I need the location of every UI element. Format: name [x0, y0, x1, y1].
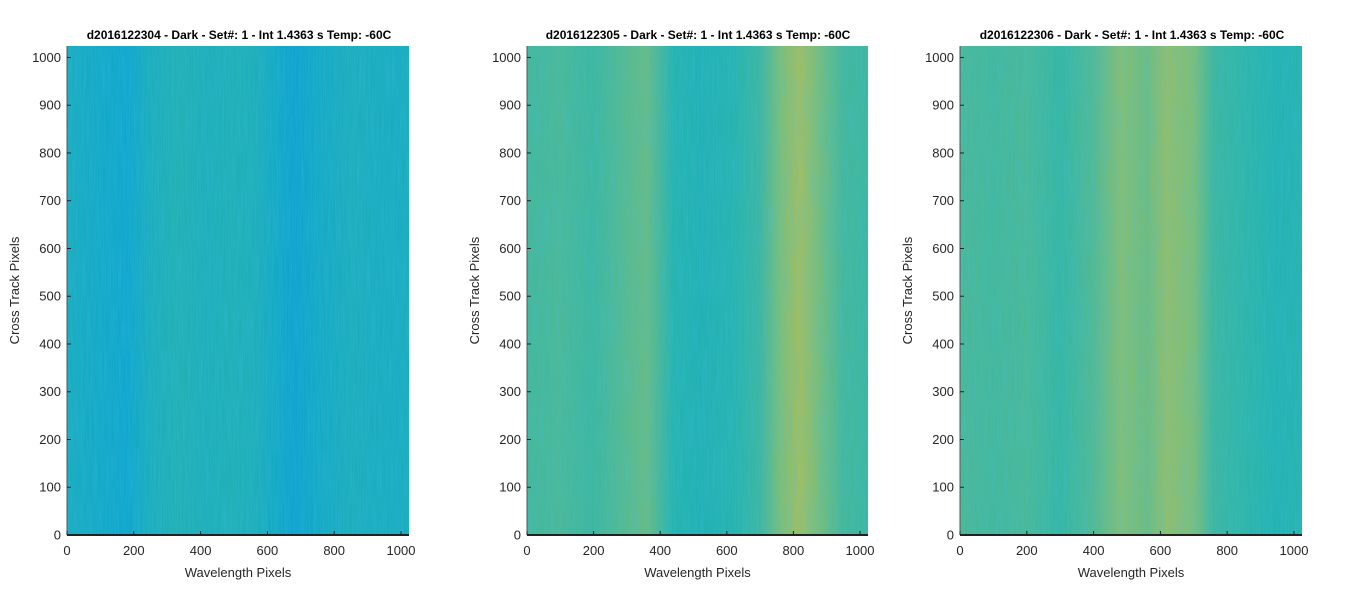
- y-tick-label: 300: [932, 384, 954, 399]
- x-tick-label: 600: [716, 543, 738, 558]
- x-tick-label: 1000: [387, 543, 416, 558]
- y-tick-label: 900: [932, 98, 954, 113]
- y-tick-label: 0: [947, 528, 954, 543]
- heatmap-texture: [527, 46, 868, 535]
- y-tick-label: 200: [499, 432, 521, 447]
- y-tick-label: 100: [39, 480, 61, 495]
- x-tick-label: 400: [649, 543, 671, 558]
- y-tick-label: 100: [499, 480, 521, 495]
- x-axis-label: Wavelength Pixels: [1078, 565, 1185, 580]
- chart-title: d2016122304 - Dark - Set#: 1 - Int 1.436…: [87, 28, 392, 42]
- heatmap-texture: [960, 46, 1302, 535]
- x-tick-label: 200: [123, 543, 145, 558]
- x-tick-label: 0: [956, 543, 963, 558]
- x-axis-label: Wavelength Pixels: [644, 565, 751, 580]
- x-tick-label: 400: [190, 543, 212, 558]
- y-tick-label: 400: [499, 336, 521, 351]
- y-tick-label: 200: [932, 432, 954, 447]
- x-tick-label: 0: [523, 543, 530, 558]
- x-tick-label: 800: [783, 543, 805, 558]
- heatmap-panel-2: d2016122305 - Dark - Set#: 1 - Int 1.436…: [467, 28, 874, 580]
- y-tick-label: 700: [932, 193, 954, 208]
- y-tick-label: 0: [54, 528, 61, 543]
- y-axis-label: Cross Track Pixels: [7, 236, 22, 344]
- y-tick-label: 1000: [32, 50, 61, 65]
- y-tick-label: 400: [932, 336, 954, 351]
- y-tick-label: 700: [499, 193, 521, 208]
- y-tick-label: 1000: [925, 50, 954, 65]
- y-tick-label: 300: [39, 384, 61, 399]
- y-tick-label: 700: [39, 193, 61, 208]
- y-tick-label: 900: [39, 98, 61, 113]
- y-tick-label: 800: [932, 145, 954, 160]
- x-tick-label: 200: [583, 543, 605, 558]
- x-tick-label: 400: [1083, 543, 1105, 558]
- y-tick-label: 500: [932, 289, 954, 304]
- y-axis-label: Cross Track Pixels: [467, 236, 482, 344]
- y-axis-label: Cross Track Pixels: [900, 236, 915, 344]
- heatmap-texture: [67, 46, 409, 535]
- heatmap-panel-3: d2016122306 - Dark - Set#: 1 - Int 1.436…: [900, 28, 1308, 580]
- y-tick-label: 800: [499, 145, 521, 160]
- y-tick-label: 500: [39, 289, 61, 304]
- x-tick-label: 1000: [1280, 543, 1309, 558]
- y-tick-label: 600: [39, 241, 61, 256]
- y-tick-label: 300: [499, 384, 521, 399]
- chart-title: d2016122306 - Dark - Set#: 1 - Int 1.436…: [980, 28, 1285, 42]
- x-axis-label: Wavelength Pixels: [185, 565, 292, 580]
- heatmap-panel-1: d2016122304 - Dark - Set#: 1 - Int 1.436…: [7, 28, 415, 580]
- y-tick-label: 200: [39, 432, 61, 447]
- y-tick-label: 400: [39, 336, 61, 351]
- x-tick-label: 200: [1016, 543, 1038, 558]
- x-tick-label: 1000: [846, 543, 875, 558]
- x-tick-label: 800: [1216, 543, 1238, 558]
- x-tick-label: 800: [323, 543, 345, 558]
- panels: d2016122304 - Dark - Set#: 1 - Int 1.436…: [7, 28, 1308, 580]
- y-tick-label: 600: [499, 241, 521, 256]
- y-tick-label: 900: [499, 98, 521, 113]
- y-tick-label: 100: [932, 480, 954, 495]
- x-tick-label: 600: [1150, 543, 1172, 558]
- chart-title: d2016122305 - Dark - Set#: 1 - Int 1.436…: [546, 28, 851, 42]
- x-tick-label: 0: [63, 543, 70, 558]
- x-tick-label: 600: [257, 543, 279, 558]
- y-tick-label: 800: [39, 145, 61, 160]
- y-tick-label: 500: [499, 289, 521, 304]
- y-tick-label: 0: [514, 528, 521, 543]
- y-tick-label: 1000: [492, 50, 521, 65]
- y-tick-label: 600: [932, 241, 954, 256]
